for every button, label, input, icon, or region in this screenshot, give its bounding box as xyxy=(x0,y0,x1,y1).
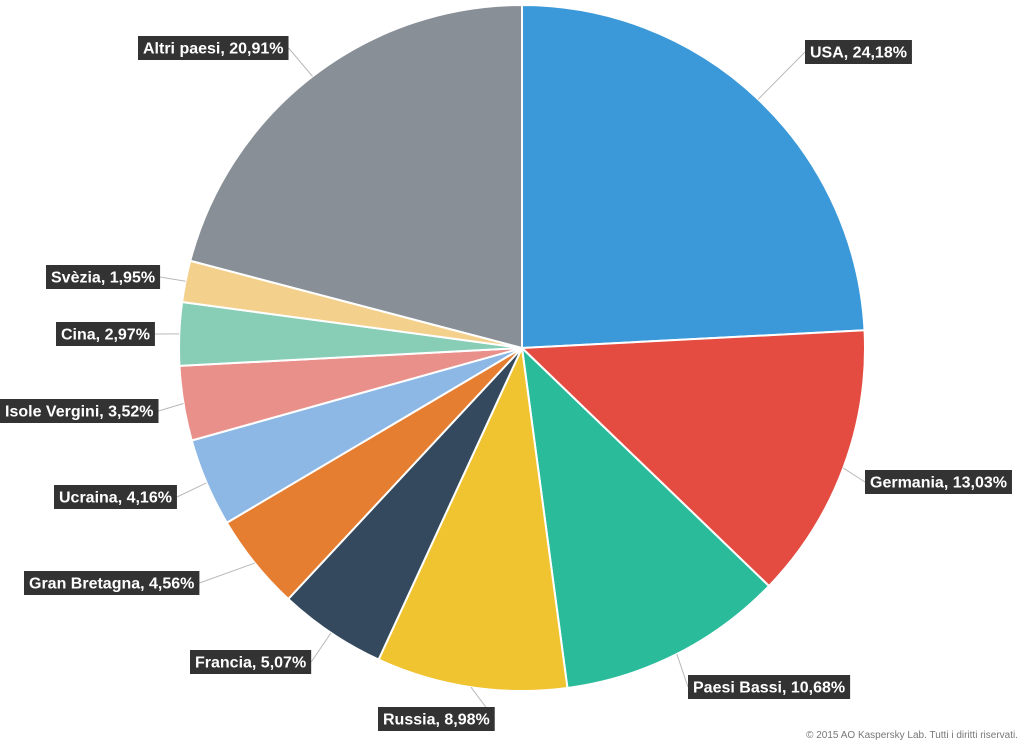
label-svezia: Svèzia, 1,95% xyxy=(46,265,161,289)
leader-lines xyxy=(154,47,866,720)
label-background-francia xyxy=(190,650,312,674)
label-background-cina xyxy=(56,322,155,346)
leader-line-altri-paesi xyxy=(288,47,313,77)
copyright-note: © 2015 AO Kaspersky Lab. Tutti i diritti… xyxy=(806,730,1018,741)
label-germania: Germania, 13,03% xyxy=(865,470,1012,494)
label-background-germania xyxy=(865,470,1012,494)
label-ucraina: Ucraina, 4,16% xyxy=(54,485,177,509)
label-background-usa xyxy=(805,40,912,64)
label-isole-vergini: Isole Vergini, 3,52% xyxy=(0,399,159,423)
label-paesi-bassi: Paesi Bassi, 10,68% xyxy=(688,675,851,699)
label-background-altri-paesi xyxy=(138,36,289,60)
leader-line-svezia xyxy=(159,276,186,282)
label-background-gran-bretagna xyxy=(24,571,200,595)
label-text-altri-paesi: Altri paesi, 20,91% xyxy=(143,41,284,58)
label-text-svezia: Svèzia, 1,95% xyxy=(51,270,155,287)
label-text-cina: Cina, 2,97% xyxy=(61,327,150,344)
label-background-russia xyxy=(378,707,495,731)
label-text-ucraina: Ucraina, 4,16% xyxy=(59,490,172,507)
label-background-paesi-bassi xyxy=(688,675,851,699)
leader-line-germania xyxy=(843,467,866,483)
label-text-paesi-bassi: Paesi Bassi, 10,68% xyxy=(693,680,845,697)
leader-line-francia xyxy=(310,632,332,663)
label-russia: Russia, 8,98% xyxy=(378,707,495,731)
label-text-germania: Germania, 13,03% xyxy=(870,475,1007,492)
label-altri-paesi: Altri paesi, 20,91% xyxy=(138,36,289,60)
leader-line-usa xyxy=(757,51,806,100)
label-text-usa: USA, 24,18% xyxy=(810,45,907,62)
leader-line-gran-bretagna xyxy=(199,562,255,584)
slice-paesi-bassi xyxy=(520,345,771,690)
label-gran-bretagna: Gran Bretagna, 4,56% xyxy=(24,571,200,595)
label-text-russia: Russia, 8,98% xyxy=(383,712,490,729)
leader-line-ucraina xyxy=(176,482,207,498)
slice-germania xyxy=(519,329,866,588)
leader-line-isole-vergini xyxy=(158,403,184,412)
label-cina: Cina, 2,97% xyxy=(56,322,155,346)
slice-russia xyxy=(377,344,569,692)
label-background-isole-vergini xyxy=(0,399,159,423)
label-text-isole-vergini: Isole Vergini, 3,52% xyxy=(5,404,154,421)
label-background-ucraina xyxy=(54,485,177,509)
slice-labels: USA, 24,18% Germania, 13,03% Paesi Bassi, … xyxy=(0,36,1012,731)
pie-slices xyxy=(178,3,866,692)
label-text-gran-bretagna: Gran Bretagna, 4,56% xyxy=(29,576,194,593)
label-background-svezia xyxy=(46,265,161,289)
label-francia: Francia, 5,07% xyxy=(190,650,312,674)
leader-line-paesi-bassi xyxy=(676,653,689,688)
slice-usa xyxy=(521,3,866,350)
label-text-francia: Francia, 5,07% xyxy=(195,655,306,672)
label-usa: USA, 24,18% xyxy=(805,40,912,64)
